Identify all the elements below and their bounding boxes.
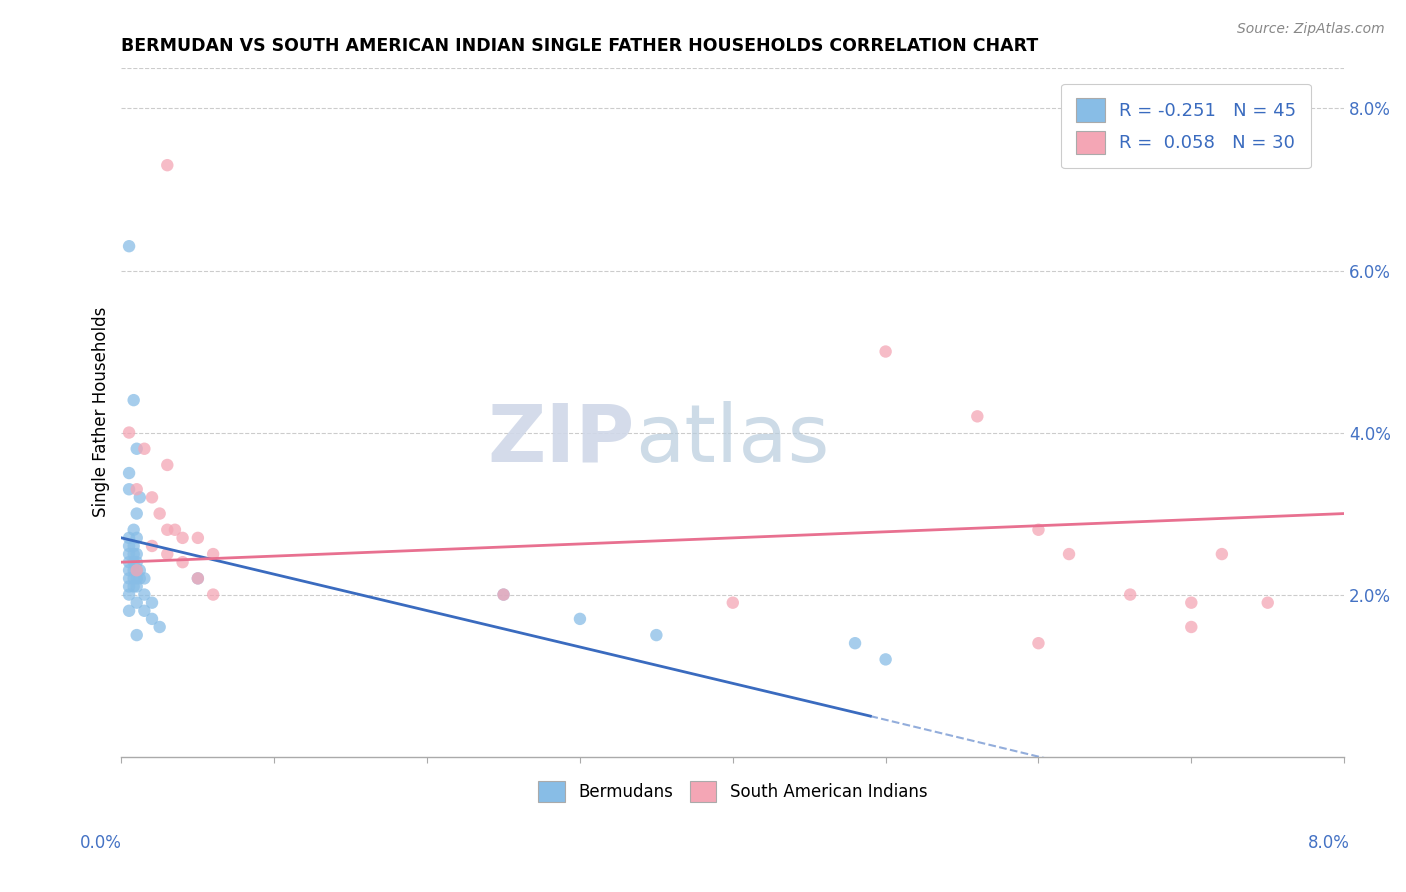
Point xyxy=(163,523,186,537)
Point xyxy=(149,620,172,634)
Point xyxy=(122,393,145,408)
Point xyxy=(172,555,194,569)
Point xyxy=(875,344,897,359)
Point xyxy=(156,158,179,172)
Point xyxy=(1028,523,1050,537)
Point xyxy=(134,571,156,585)
Point xyxy=(187,531,209,545)
Point xyxy=(141,539,163,553)
Point xyxy=(118,579,141,593)
Point xyxy=(125,596,148,610)
Text: ZIP: ZIP xyxy=(488,401,636,479)
Point xyxy=(125,628,148,642)
Point xyxy=(645,628,668,642)
Point xyxy=(118,555,141,569)
Point xyxy=(1119,588,1142,602)
Text: Source: ZipAtlas.com: Source: ZipAtlas.com xyxy=(1237,22,1385,37)
Point xyxy=(118,571,141,585)
Point xyxy=(122,563,145,577)
Point xyxy=(118,425,141,440)
Point xyxy=(118,239,141,253)
Point xyxy=(149,507,172,521)
Point xyxy=(118,563,141,577)
Point xyxy=(122,571,145,585)
Point xyxy=(125,571,148,585)
Y-axis label: Single Father Households: Single Father Households xyxy=(93,307,110,517)
Point xyxy=(128,571,150,585)
Point xyxy=(156,458,179,472)
Point xyxy=(1180,620,1202,634)
Point xyxy=(118,539,141,553)
Point xyxy=(122,555,145,569)
Point xyxy=(125,442,148,456)
Point xyxy=(122,547,145,561)
Point xyxy=(122,539,145,553)
Point xyxy=(122,523,145,537)
Point xyxy=(141,612,163,626)
Text: 8.0%: 8.0% xyxy=(1308,834,1350,852)
Point xyxy=(118,531,141,545)
Point xyxy=(125,555,148,569)
Point xyxy=(134,604,156,618)
Point xyxy=(202,547,225,561)
Point xyxy=(156,523,179,537)
Point xyxy=(125,547,148,561)
Text: atlas: atlas xyxy=(636,401,830,479)
Point xyxy=(187,571,209,585)
Point xyxy=(125,579,148,593)
Point xyxy=(118,588,141,602)
Point xyxy=(128,491,150,505)
Point xyxy=(125,507,148,521)
Point xyxy=(125,531,148,545)
Point xyxy=(1211,547,1233,561)
Legend: Bermudans, South American Indians: Bermudans, South American Indians xyxy=(530,772,936,810)
Point xyxy=(134,442,156,456)
Point xyxy=(187,571,209,585)
Point xyxy=(122,579,145,593)
Point xyxy=(1028,636,1050,650)
Point xyxy=(128,563,150,577)
Point xyxy=(202,588,225,602)
Point xyxy=(156,547,179,561)
Point xyxy=(721,596,744,610)
Point xyxy=(1257,596,1279,610)
Point xyxy=(492,588,515,602)
Point xyxy=(492,588,515,602)
Point xyxy=(568,612,591,626)
Point xyxy=(125,482,148,496)
Point xyxy=(172,531,194,545)
Point xyxy=(875,652,897,666)
Point xyxy=(966,409,988,424)
Point xyxy=(1180,596,1202,610)
Point xyxy=(1057,547,1080,561)
Point xyxy=(125,563,148,577)
Point xyxy=(118,547,141,561)
Point xyxy=(118,482,141,496)
Text: 0.0%: 0.0% xyxy=(80,834,122,852)
Point xyxy=(125,563,148,577)
Point xyxy=(141,491,163,505)
Point xyxy=(118,466,141,480)
Text: BERMUDAN VS SOUTH AMERICAN INDIAN SINGLE FATHER HOUSEHOLDS CORRELATION CHART: BERMUDAN VS SOUTH AMERICAN INDIAN SINGLE… xyxy=(121,37,1039,55)
Point xyxy=(134,588,156,602)
Point xyxy=(118,604,141,618)
Point xyxy=(844,636,866,650)
Point xyxy=(141,596,163,610)
